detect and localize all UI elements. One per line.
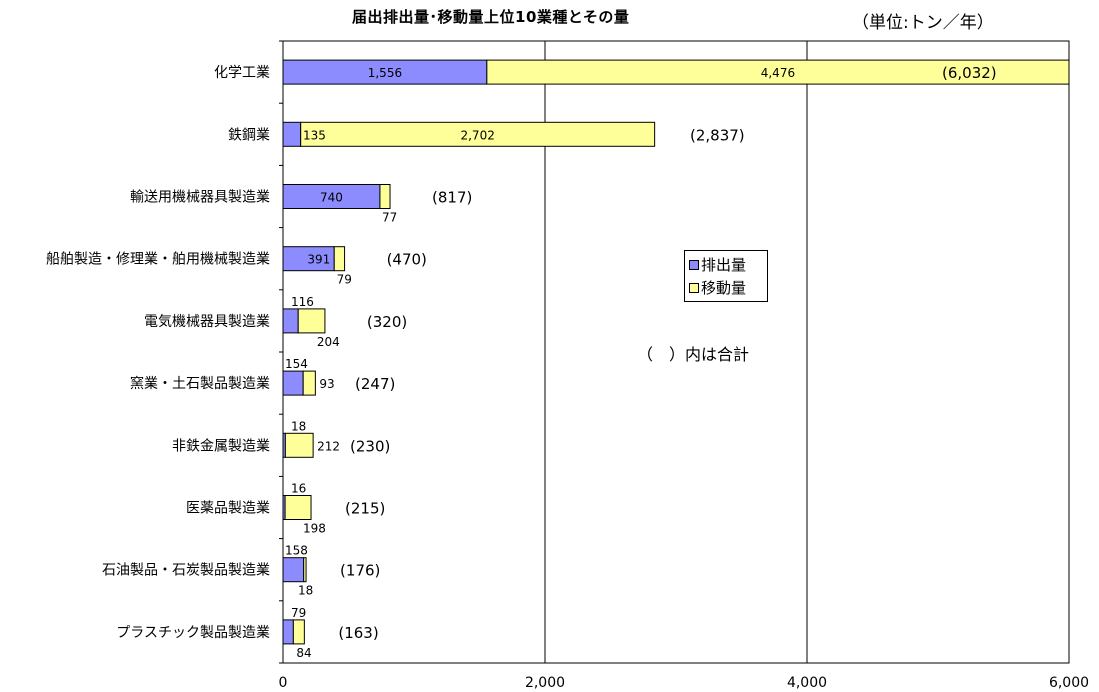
- bar-emission: [282, 308, 299, 334]
- total-label: (470): [387, 251, 427, 269]
- x-tick-label: 6,000: [1049, 675, 1089, 691]
- bar-emission: [282, 370, 304, 396]
- data-label-emission: 135: [303, 128, 326, 142]
- legend-item-transfer: 移動量: [687, 276, 765, 299]
- bar-emission: [282, 246, 335, 272]
- legend: 排出量 移動量: [684, 250, 768, 302]
- data-label-transfer: 4,476: [761, 66, 795, 80]
- data-label-transfer: 93: [319, 377, 334, 391]
- bar-transfer: [284, 432, 314, 458]
- data-label-emission: 391: [307, 253, 330, 267]
- bar-transfer: [302, 370, 316, 396]
- total-label: (6,032): [942, 64, 997, 82]
- data-label-transfer: 212: [317, 439, 340, 453]
- category-label: 鉄鋼業: [228, 127, 270, 143]
- category-label: 石油製品・石炭製品製造業: [102, 563, 270, 579]
- bar-transfer: [333, 246, 346, 272]
- data-label-emission: 740: [320, 191, 343, 205]
- bar-emission: [282, 59, 488, 85]
- data-label-emission: 116: [291, 295, 314, 309]
- total-label: (230): [350, 437, 390, 455]
- total-note: （ ）内は合計: [637, 345, 750, 364]
- data-label-emission: 154: [285, 357, 308, 371]
- bar-transfer: [292, 619, 305, 645]
- data-label-emission: 16: [291, 482, 306, 496]
- data-label-transfer: 18: [298, 584, 313, 598]
- category-label: 船舶製造・修理業・舶用機械製造業: [46, 252, 270, 268]
- data-label-transfer: 198: [303, 522, 326, 536]
- data-label-emission: 18: [291, 419, 306, 433]
- bar-transfer: [303, 557, 307, 583]
- category-label: 化学工業: [214, 65, 270, 81]
- legend-label-emission: 排出量: [701, 256, 747, 274]
- total-label: (163): [338, 624, 378, 642]
- bar-transfer: [297, 308, 326, 334]
- bar-emission: [282, 184, 381, 209]
- bar-transfer: [300, 121, 656, 147]
- bar-transfer: [379, 184, 391, 209]
- data-label-transfer: 2,702: [460, 128, 494, 142]
- total-label: (2,837): [690, 126, 745, 144]
- total-label: (320): [367, 313, 407, 331]
- unit-label: （単位:トン／年）: [852, 13, 994, 33]
- category-label: 非鉄金属製造業: [172, 438, 270, 454]
- legend-swatch-transfer: [689, 282, 699, 293]
- bar-transfer: [486, 59, 1070, 85]
- x-tick-label: 0: [279, 675, 288, 691]
- data-label-transfer: 79: [337, 273, 352, 287]
- category-label: プラスチック製品製造業: [116, 625, 270, 641]
- bar-transfer: [284, 495, 312, 520]
- total-label: (176): [340, 562, 380, 580]
- total-label: (247): [355, 375, 395, 393]
- legend-label-transfer: 移動量: [701, 279, 747, 297]
- category-label: 輸送用機械器具製造業: [130, 190, 270, 206]
- data-label-transfer: 84: [296, 646, 311, 660]
- x-tick-label: 2,000: [525, 675, 565, 691]
- x-tick-label: 4,000: [787, 675, 827, 691]
- data-label-emission: 1,556: [368, 66, 402, 80]
- total-label: (817): [432, 189, 472, 207]
- chart-title: 届出排出量･移動量上位10業種とその量: [352, 8, 630, 26]
- data-label-emission: 158: [285, 544, 308, 558]
- legend-item-emission: 排出量: [687, 253, 765, 276]
- bar-emission: [282, 557, 305, 583]
- data-label-transfer: 204: [317, 335, 340, 349]
- data-label-transfer: 77: [382, 211, 397, 225]
- total-label: (215): [345, 500, 385, 518]
- category-label: 電気機械器具製造業: [144, 314, 270, 330]
- bar-emission: [282, 619, 294, 645]
- legend-swatch-emission: [689, 259, 699, 270]
- category-label: 医薬品製造業: [186, 501, 270, 517]
- category-label: 窯業・土石製品製造業: [130, 375, 270, 392]
- data-label-emission: 79: [291, 606, 306, 620]
- bar-emission: [282, 121, 302, 147]
